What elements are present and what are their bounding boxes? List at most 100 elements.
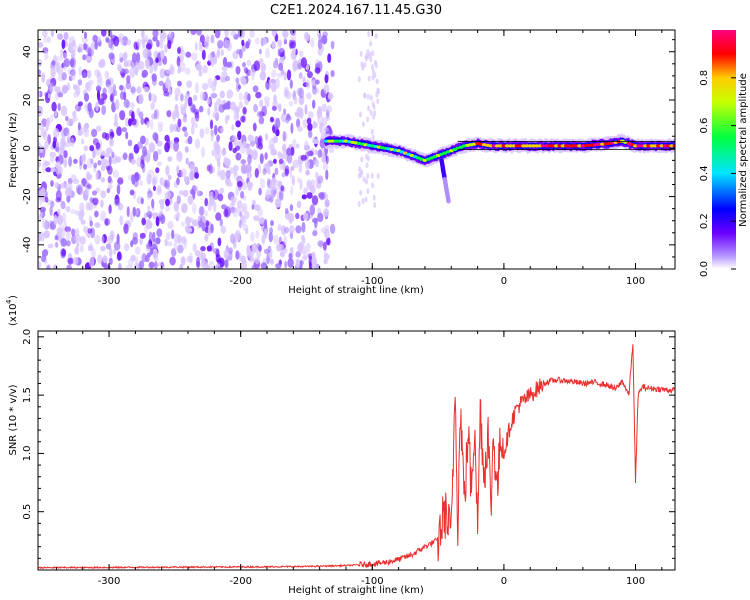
- noise-speck: [157, 148, 162, 155]
- noise-speck: [317, 106, 323, 115]
- noise-speck: [55, 61, 61, 70]
- noise-speck: [169, 123, 174, 133]
- noise-speck: [283, 72, 287, 81]
- noise-speck: [231, 199, 236, 206]
- noise-speck: [123, 243, 130, 252]
- noise-speck: [112, 83, 116, 93]
- noise-speck: [100, 210, 106, 222]
- noise-speck: [298, 72, 303, 79]
- noise-speck: [105, 243, 112, 250]
- noise-speck: [116, 126, 122, 136]
- spectrogram-frame: [37, 29, 676, 270]
- noise-speck: [297, 242, 304, 253]
- y-tick-label: 0.5: [22, 504, 33, 520]
- noise-speck: [176, 195, 181, 205]
- noise-speck: [223, 156, 228, 165]
- noise-speck: [307, 111, 314, 120]
- noise-speck: [251, 204, 255, 210]
- noise-speck: [288, 252, 293, 260]
- noise-speck: [96, 125, 102, 132]
- noise-speck: [201, 146, 206, 158]
- noise-speck: [312, 217, 319, 224]
- noise-speck: [376, 173, 380, 179]
- noise-speck: [72, 257, 79, 265]
- noise-speck: [307, 123, 313, 132]
- noise-speck: [260, 62, 267, 73]
- noise-speck: [43, 230, 50, 239]
- noise-speck: [228, 250, 233, 261]
- noise-speck: [202, 260, 209, 269]
- noise-speck: [241, 202, 248, 213]
- noise-speck: [314, 79, 320, 85]
- noise-speck: [204, 233, 209, 242]
- noise-speck: [173, 242, 178, 252]
- noise-speck: [168, 31, 174, 39]
- noise-speck: [187, 96, 193, 107]
- noise-speck: [52, 264, 58, 269]
- snr-multiplier-exponent: 4: [5, 299, 13, 304]
- noise-speck: [153, 109, 158, 119]
- snr-multiplier-base: (x10: [8, 303, 19, 326]
- noise-speck: [61, 72, 67, 81]
- noise-speck: [235, 81, 241, 93]
- noise-speck: [289, 167, 293, 179]
- noise-speck: [246, 144, 251, 154]
- noise-speck: [151, 198, 155, 209]
- noise-speck: [94, 210, 99, 218]
- noise-speck: [146, 149, 152, 157]
- noise-speck: [323, 241, 327, 251]
- spectrogram-y-ticks: -40 -20 0 20 40: [22, 39, 675, 258]
- doppler-trace-cell: [639, 144, 645, 148]
- noise-speck: [270, 78, 276, 84]
- noise-speck: [233, 112, 240, 122]
- noise-speck: [268, 232, 273, 243]
- noise-speck: [308, 255, 313, 267]
- noise-speck: [86, 157, 93, 169]
- noise-speck: [273, 158, 277, 164]
- noise-speck: [121, 72, 125, 79]
- noise-speck: [373, 202, 377, 208]
- noise-speck: [292, 159, 300, 169]
- noise-speck: [260, 262, 268, 269]
- noise-speck: [179, 61, 186, 73]
- noise-speck: [311, 256, 318, 267]
- noise-speck: [97, 78, 103, 87]
- noise-speck: [164, 191, 171, 200]
- noise-speck: [299, 50, 304, 58]
- noise-speck: [60, 182, 67, 189]
- noise-speck: [165, 198, 170, 207]
- noise-speck: [211, 149, 216, 157]
- noise-speck: [235, 152, 242, 161]
- noise-speck: [88, 257, 95, 268]
- noise-speck: [87, 70, 92, 79]
- noise-speck: [329, 223, 336, 234]
- noise-speck: [330, 40, 335, 50]
- noise-speck: [80, 219, 86, 225]
- doppler-trace-cell: [521, 144, 526, 148]
- noise-speck: [166, 138, 171, 149]
- doppler-trace-cell: [327, 139, 332, 143]
- noise-speck: [324, 74, 329, 84]
- noise-speck: [154, 261, 158, 269]
- noise-speck: [262, 168, 267, 176]
- noise-speck: [213, 77, 217, 87]
- noise-speck: [152, 30, 159, 38]
- noise-speck: [68, 42, 73, 54]
- noise-speck: [216, 49, 221, 58]
- noise-speck: [65, 115, 69, 121]
- colorbar-tick-label: 0.8: [699, 70, 710, 86]
- noise-speck: [256, 110, 264, 118]
- noise-speck: [305, 169, 310, 176]
- noise-speck: [360, 156, 364, 163]
- noise-speck: [83, 31, 88, 39]
- noise-speck: [38, 69, 42, 75]
- noise-speck: [289, 41, 296, 49]
- noise-speck: [213, 107, 219, 118]
- noise-speck: [297, 125, 303, 132]
- noise-speck: [303, 250, 308, 260]
- noise-speck: [240, 159, 247, 165]
- noise-speck: [123, 52, 128, 62]
- noise-speck: [255, 230, 260, 239]
- noise-speck: [251, 149, 258, 161]
- noise-speck: [312, 86, 318, 95]
